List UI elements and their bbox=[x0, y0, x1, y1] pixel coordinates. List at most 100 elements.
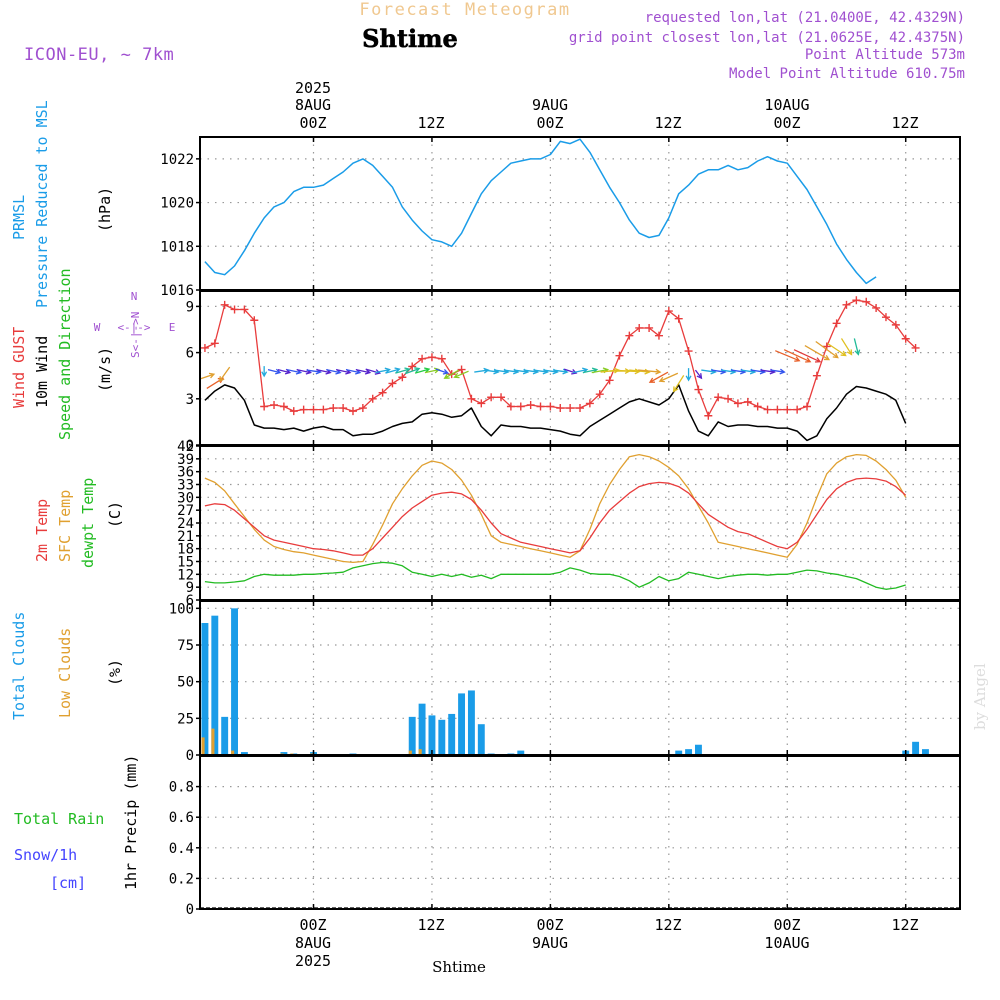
total-cloud-bar bbox=[240, 752, 248, 755]
bottom-hour-label-3: 12Z bbox=[654, 916, 681, 934]
compass-north: N bbox=[131, 290, 138, 303]
wind-direction-label: Speed and Direction bbox=[56, 268, 74, 440]
wind-direction-arrow bbox=[685, 368, 692, 382]
y-tick-label: 0.2 bbox=[169, 871, 194, 887]
gust-marker bbox=[270, 400, 279, 409]
gust-marker bbox=[348, 407, 357, 416]
wind-direction-arrow bbox=[783, 349, 812, 363]
wind-direction-arrow bbox=[694, 369, 703, 380]
gust-marker bbox=[803, 402, 812, 411]
wind-speed-line bbox=[204, 384, 907, 442]
total-cloud-bar bbox=[221, 716, 229, 755]
cloud-unit: (%) bbox=[106, 659, 124, 686]
wind-direction-arrow bbox=[385, 367, 401, 374]
pressure-unit: (hPa) bbox=[96, 187, 114, 232]
total-cloud-bar bbox=[428, 715, 436, 755]
gust-marker bbox=[516, 402, 525, 411]
low-cloud-bar bbox=[418, 749, 422, 755]
bottom-day-label-1: 9AUG bbox=[532, 934, 568, 952]
gust-marker bbox=[566, 404, 575, 413]
gust-marker bbox=[526, 400, 535, 409]
bottom-time-axis: 00Z 12Z 00Z 12Z 00Z 12Z 8AUG 9AUG 10AUG … bbox=[295, 916, 919, 970]
gust-marker bbox=[842, 300, 851, 309]
snow-unit-label: [cm] bbox=[50, 874, 86, 892]
compass-south-row: S<-|->N bbox=[129, 312, 142, 358]
y-tick-label: 6 bbox=[186, 593, 194, 609]
gust-marker bbox=[595, 390, 604, 399]
pressure-label-line-0: PRMSL bbox=[10, 195, 28, 240]
gust-marker bbox=[901, 334, 910, 343]
bottom-hour-label-4: 00Z bbox=[773, 916, 800, 934]
low-cloud-bar bbox=[408, 750, 412, 755]
wind-direction-arrow bbox=[375, 367, 391, 374]
wind-direction-arrow bbox=[672, 375, 685, 393]
pressure-labels: PRMSL Pressure Reduced to MSL (hPa) bbox=[10, 100, 114, 308]
y-tick-label: 39 bbox=[177, 452, 194, 468]
gust-marker bbox=[497, 393, 506, 402]
y-tick-label: 50 bbox=[177, 675, 194, 691]
total-cloud-bar bbox=[448, 713, 456, 755]
gust-marker bbox=[200, 343, 209, 352]
gust-marker bbox=[210, 339, 219, 348]
wind-direction-arrow bbox=[261, 366, 268, 378]
gust-marker bbox=[664, 307, 673, 316]
location-title: Shtime bbox=[362, 24, 458, 53]
wind-10m-label: 10m Wind bbox=[33, 336, 51, 408]
y-tick-label: 0.8 bbox=[169, 780, 194, 796]
low-cloud-bar bbox=[201, 737, 205, 755]
gust-marker bbox=[724, 394, 733, 403]
y-tick-label: 9 bbox=[186, 580, 194, 596]
watermark: by Angel bbox=[971, 663, 989, 730]
gust-marker bbox=[240, 305, 249, 314]
gust-marker bbox=[615, 351, 624, 360]
gust-marker bbox=[576, 404, 584, 413]
y-tick-label: 27 bbox=[177, 503, 194, 519]
total-cloud-bar bbox=[467, 690, 475, 755]
temp2m-label: 2m Temp bbox=[33, 499, 51, 562]
gust-marker bbox=[891, 320, 900, 329]
total-cloud-bar bbox=[211, 615, 219, 755]
gust-marker bbox=[329, 404, 338, 413]
y-tick-label: 36 bbox=[177, 465, 194, 481]
wind-direction-arrow bbox=[404, 367, 421, 375]
top-day-label-1: 9AUG bbox=[532, 96, 568, 114]
top-hour-label-0: 00Z bbox=[299, 114, 326, 132]
bottom-hour-label-2: 00Z bbox=[536, 916, 563, 934]
gust-marker bbox=[388, 379, 397, 388]
gust-marker bbox=[684, 347, 693, 356]
y-tick-label: 42 bbox=[177, 439, 194, 455]
wind-direction-arrow bbox=[553, 368, 569, 375]
gust-marker bbox=[881, 313, 890, 322]
total-cloud-bar bbox=[912, 741, 920, 755]
wind-direction-arrow bbox=[775, 350, 801, 362]
top-hour-label-5: 12Z bbox=[891, 114, 918, 132]
panel-body bbox=[204, 453, 907, 590]
gust-marker bbox=[358, 404, 367, 413]
low-cloud-bar bbox=[211, 728, 215, 755]
total-cloud-bar bbox=[517, 750, 525, 755]
y-tick-label: 1018 bbox=[160, 239, 194, 255]
wind-direction-arrow bbox=[853, 338, 861, 356]
gust-marker bbox=[585, 399, 594, 408]
precip-unit: 1hr Precip (mm) bbox=[122, 755, 140, 890]
panel-3: 0 25 50 75 100 bbox=[169, 600, 961, 764]
gust-marker bbox=[289, 407, 298, 416]
gust-marker bbox=[418, 354, 427, 363]
top-day-label-0: 8AUG bbox=[295, 96, 331, 114]
y-tick-label: 0 bbox=[186, 748, 194, 764]
total-clouds-label: Total Clouds bbox=[10, 612, 28, 720]
gust-marker bbox=[477, 399, 486, 408]
wind-direction-arrow bbox=[443, 369, 460, 379]
gust-marker bbox=[556, 404, 565, 413]
bottom-year: 2025 bbox=[295, 952, 331, 970]
gust-marker bbox=[437, 354, 446, 363]
gust-marker bbox=[230, 305, 239, 314]
wind-labels: Wind GUST 10m Wind Speed and Direction (… bbox=[10, 268, 175, 440]
y-tick-label: 30 bbox=[177, 490, 194, 506]
y-tick-label: 21 bbox=[177, 529, 194, 545]
wind-direction-arrow bbox=[827, 342, 847, 357]
gust-marker bbox=[506, 402, 515, 411]
gust-marker bbox=[733, 399, 742, 408]
